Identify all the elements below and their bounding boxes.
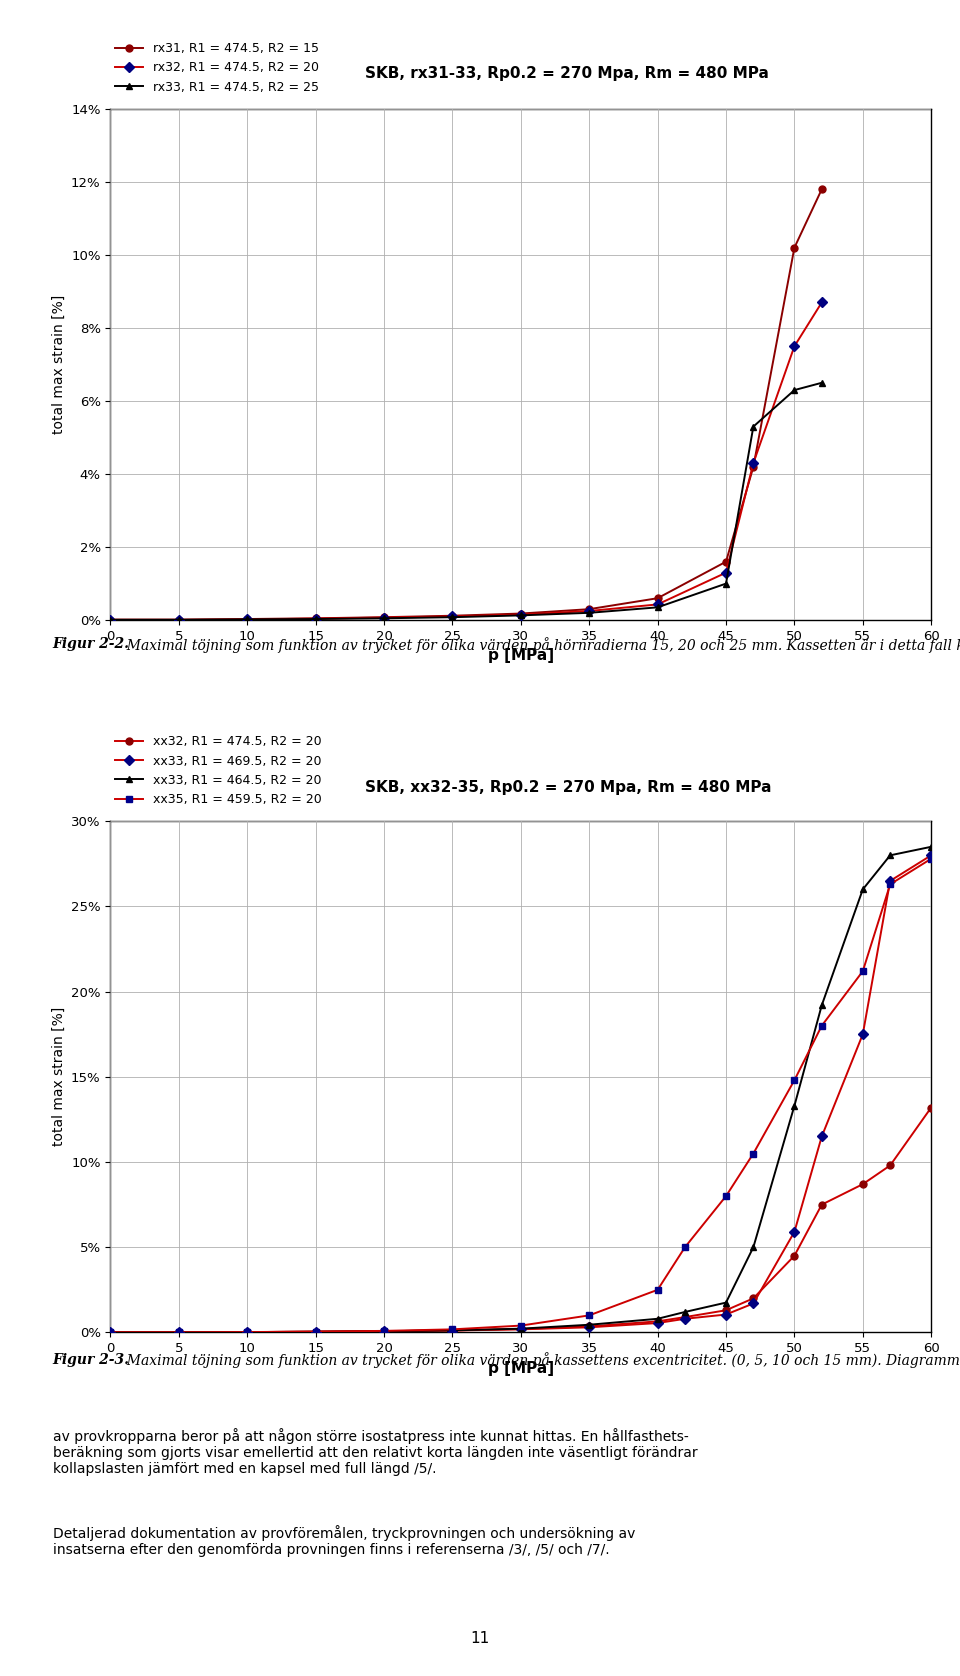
- Legend: xx32, R1 = 474.5, R2 = 20, xx33, R1 = 469.5, R2 = 20, xx33, R1 = 464.5, R2 = 20,: xx32, R1 = 474.5, R2 = 20, xx33, R1 = 46…: [110, 731, 326, 811]
- Text: Maximal töjning som funktion av trycket för olika värden på hörnradierna 15, 20 : Maximal töjning som funktion av trycket …: [118, 637, 960, 652]
- Y-axis label: total max strain [%]: total max strain [%]: [52, 1007, 65, 1146]
- Y-axis label: total max strain [%]: total max strain [%]: [52, 295, 65, 434]
- Text: 11: 11: [470, 1631, 490, 1646]
- X-axis label: p [MPa]: p [MPa]: [488, 1361, 554, 1376]
- X-axis label: p [MPa]: p [MPa]: [488, 649, 554, 664]
- Text: SKB, rx31-33, Rp0.2 = 270 Mpa, Rm = 480 MPa: SKB, rx31-33, Rp0.2 = 270 Mpa, Rm = 480 …: [365, 67, 769, 80]
- Legend: rx31, R1 = 474.5, R2 = 15, rx32, R1 = 474.5, R2 = 20, rx33, R1 = 474.5, R2 = 25: rx31, R1 = 474.5, R2 = 15, rx32, R1 = 47…: [110, 37, 324, 99]
- Text: Figur 2-2.: Figur 2-2.: [53, 637, 130, 650]
- Text: Figur 2-3.: Figur 2-3.: [53, 1353, 130, 1366]
- Text: SKB, xx32-35, Rp0.2 = 270 Mpa, Rm = 480 MPa: SKB, xx32-35, Rp0.2 = 270 Mpa, Rm = 480 …: [365, 781, 771, 794]
- Text: av provkropparna beror på att någon större isostatpress inte kunnat hittas. En h: av provkropparna beror på att någon stör…: [53, 1428, 697, 1477]
- Text: Detaljerad dokumentation av provföremålen, tryckprovningen och undersökning av
i: Detaljerad dokumentation av provföremåle…: [53, 1525, 636, 1557]
- Text: Maximal töjning som funktion av trycket för olika värden på kassettens excentric: Maximal töjning som funktion av trycket …: [118, 1353, 960, 1368]
